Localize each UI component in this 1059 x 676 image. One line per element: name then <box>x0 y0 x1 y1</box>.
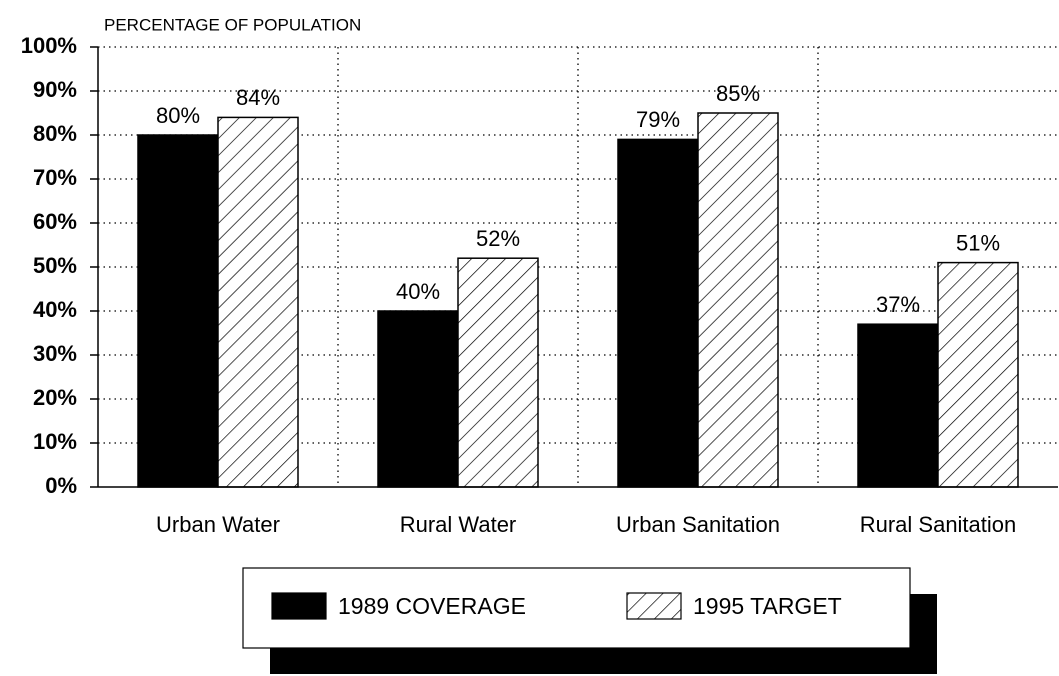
value-label: 37% <box>876 292 920 317</box>
y-tick-label: 100% <box>21 33 77 58</box>
value-label: 40% <box>396 279 440 304</box>
x-tick-label: Rural Sanitation <box>860 512 1017 537</box>
y-tick-label: 0% <box>45 473 77 498</box>
y-tick-label: 70% <box>33 165 77 190</box>
x-tick-label: Rural Water <box>400 512 517 537</box>
y-tick-label: 60% <box>33 209 77 234</box>
value-label: 79% <box>636 107 680 132</box>
bar <box>697 112 779 488</box>
y-tick-label: 40% <box>33 297 77 322</box>
y-axis-label: PERCENTAGE OF POPULATION <box>104 15 361 34</box>
y-tick-label: 50% <box>33 253 77 278</box>
y-tick-label: 30% <box>33 341 77 366</box>
bar <box>217 116 299 488</box>
legend-swatch <box>271 592 327 620</box>
y-tick-label: 10% <box>33 429 77 454</box>
bar <box>857 323 939 488</box>
value-label: 84% <box>236 85 280 110</box>
y-tick-label: 90% <box>33 77 77 102</box>
value-label: 52% <box>476 226 520 251</box>
bar <box>457 257 539 488</box>
y-tick-label: 20% <box>33 385 77 410</box>
x-tick-label: Urban Water <box>156 512 280 537</box>
legend-box <box>242 567 911 649</box>
bar <box>137 134 219 488</box>
value-label: 85% <box>716 81 760 106</box>
value-label: 80% <box>156 103 200 128</box>
y-tick-label: 80% <box>33 121 77 146</box>
legend-swatch <box>626 592 682 620</box>
bar <box>617 138 699 488</box>
bar <box>377 310 459 488</box>
legend-label: 1989 COVERAGE <box>338 593 526 619</box>
legend: 1989 COVERAGE 1995 TARGET <box>242 567 937 674</box>
value-label: 51% <box>956 230 1000 255</box>
legend-label: 1995 TARGET <box>693 593 842 619</box>
x-tick-label: Urban Sanitation <box>616 512 780 537</box>
bar <box>937 261 1019 488</box>
